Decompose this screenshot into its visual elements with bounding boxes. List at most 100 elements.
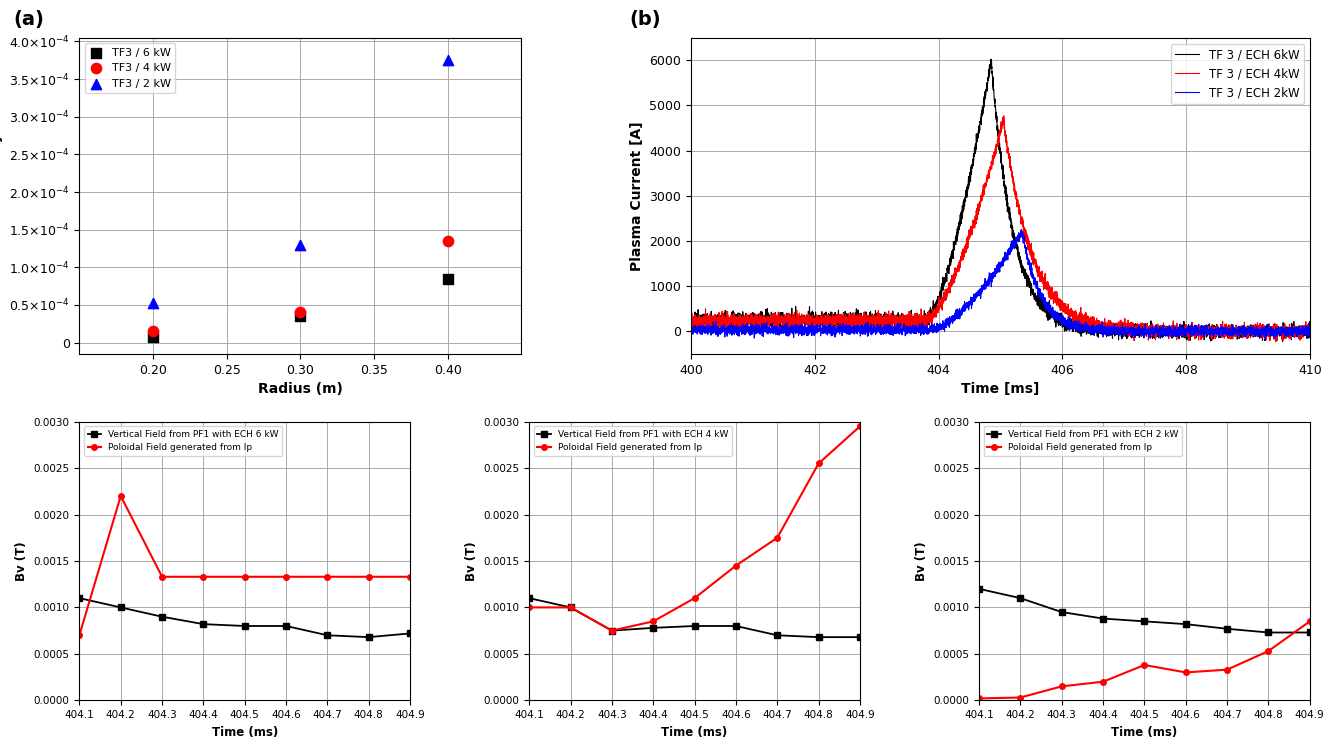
Vertical Field from PF1 with ECH 4 kW — [769, 631, 785, 640]
TF 3 / ECH 2kW — [1192, 328, 1208, 337]
Line: TF 3 / ECH 4kW: TF 3 / ECH 4kW — [691, 116, 1310, 341]
Poloidal Field generated from Ip — [971, 694, 987, 703]
Vertical Field from PF1 with ECH 6 kW — [319, 631, 335, 640]
TF3 / 4 kW — [437, 235, 458, 247]
X-axis label: Time (ms): Time (ms) — [1111, 726, 1177, 739]
Poloidal Field generated from Ip — [1053, 682, 1069, 691]
Legend: TF 3 / ECH 6kW, TF 3 / ECH 4kW, TF 3 / ECH 2kW: TF 3 / ECH 6kW, TF 3 / ECH 4kW, TF 3 / E… — [1171, 44, 1304, 104]
TF 3 / ECH 4kW — [1302, 330, 1318, 339]
Poloidal Field generated from Ip — [1136, 660, 1152, 669]
X-axis label: Time (ms): Time (ms) — [662, 726, 728, 739]
TF 3 / ECH 6kW — [1054, 317, 1070, 326]
TF3 / 6 kW — [290, 310, 311, 322]
TF 3 / ECH 6kW — [795, 311, 811, 320]
Poloidal Field generated from Ip — [196, 572, 212, 581]
X-axis label: Radius (m): Radius (m) — [258, 383, 343, 396]
Vertical Field from PF1 with ECH 4 kW — [728, 621, 744, 630]
Poloidal Field generated from Ip — [562, 603, 578, 612]
TF3 / 4 kW — [143, 325, 164, 337]
Legend: TF3 / 6 kW, TF3 / 4 kW, TF3 / 2 kW: TF3 / 6 kW, TF3 / 4 kW, TF3 / 2 kW — [85, 43, 175, 93]
Vertical Field from PF1 with ECH 6 kW — [196, 620, 212, 629]
Poloidal Field generated from Ip — [728, 561, 744, 570]
Poloidal Field generated from Ip — [687, 593, 703, 602]
TF3 / 6 kW — [143, 331, 164, 343]
TF 3 / ECH 2kW — [1054, 314, 1070, 323]
Vertical Field from PF1 with ECH 6 kW — [153, 612, 169, 621]
Vertical Field from PF1 with ECH 6 kW — [71, 593, 87, 602]
Poloidal Field generated from Ip — [361, 572, 377, 581]
Poloidal Field generated from Ip — [402, 572, 418, 581]
Vertical Field from PF1 with ECH 2 kW — [971, 584, 987, 593]
Poloidal Field generated from Ip — [112, 492, 128, 501]
Poloidal Field generated from Ip — [769, 533, 785, 542]
Line: Poloidal Field generated from Ip: Poloidal Field generated from Ip — [976, 618, 1312, 701]
Vertical Field from PF1 with ECH 4 kW — [562, 603, 578, 612]
Y-axis label: Bv (T): Bv (T) — [15, 541, 28, 581]
Vertical Field from PF1 with ECH 6 kW — [237, 621, 253, 630]
Vertical Field from PF1 with ECH 6 kW — [361, 633, 377, 642]
Line: Vertical Field from PF1 with ECH 4 kW: Vertical Field from PF1 with ECH 4 kW — [527, 596, 863, 640]
Vertical Field from PF1 with ECH 6 kW — [112, 603, 128, 612]
Poloidal Field generated from Ip — [1302, 617, 1318, 626]
TF 3 / ECH 4kW — [1054, 301, 1070, 310]
Poloidal Field generated from Ip — [1095, 677, 1111, 686]
TF 3 / ECH 6kW — [1274, 337, 1290, 346]
TF 3 / ECH 2kW — [683, 326, 699, 335]
TF3 / 6 kW — [437, 273, 458, 285]
TF 3 / ECH 6kW — [1086, 322, 1102, 331]
Line: Poloidal Field generated from Ip: Poloidal Field generated from Ip — [527, 423, 863, 633]
TF 3 / ECH 6kW — [1302, 330, 1318, 339]
Poloidal Field generated from Ip — [1218, 665, 1234, 674]
TF 3 / ECH 2kW — [1013, 225, 1029, 234]
TF 3 / ECH 4kW — [996, 111, 1012, 120]
TF 3 / ECH 6kW — [919, 309, 935, 319]
TF 3 / ECH 4kW — [1086, 319, 1102, 328]
Vertical Field from PF1 with ECH 4 kW — [811, 633, 827, 642]
Poloidal Field generated from Ip — [278, 572, 294, 581]
Legend: Vertical Field from PF1 with ECH 6 kW, Poloidal Field generated from Ip: Vertical Field from PF1 with ECH 6 kW, P… — [83, 426, 282, 456]
Line: TF 3 / ECH 2kW: TF 3 / ECH 2kW — [691, 230, 1310, 339]
Line: Vertical Field from PF1 with ECH 2 kW: Vertical Field from PF1 with ECH 2 kW — [976, 586, 1312, 636]
Vertical Field from PF1 with ECH 2 kW — [1053, 608, 1069, 617]
TF3 / 2 kW — [437, 54, 458, 66]
Poloidal Field generated from Ip — [646, 617, 662, 626]
Text: (b): (b) — [630, 10, 660, 29]
TF 3 / ECH 4kW — [1144, 328, 1160, 337]
TF3 / 4 kW — [290, 306, 311, 319]
Poloidal Field generated from Ip — [521, 603, 537, 612]
Legend: Vertical Field from PF1 with ECH 4 kW, Poloidal Field generated from Ip: Vertical Field from PF1 with ECH 4 kW, P… — [533, 426, 732, 456]
TF 3 / ECH 4kW — [795, 310, 811, 319]
Legend: Vertical Field from PF1 with ECH 2 kW, Poloidal Field generated from Ip: Vertical Field from PF1 with ECH 2 kW, P… — [983, 426, 1181, 456]
TF 3 / ECH 6kW — [683, 316, 699, 325]
Vertical Field from PF1 with ECH 4 kW — [521, 593, 537, 602]
Poloidal Field generated from Ip — [603, 626, 619, 636]
Poloidal Field generated from Ip — [811, 459, 827, 468]
TF 3 / ECH 2kW — [795, 325, 811, 334]
TF 3 / ECH 2kW — [1302, 328, 1318, 337]
Vertical Field from PF1 with ECH 2 kW — [1136, 617, 1152, 626]
Line: TF 3 / ECH 6kW: TF 3 / ECH 6kW — [691, 59, 1310, 341]
Poloidal Field generated from Ip — [237, 572, 253, 581]
Vertical Field from PF1 with ECH 2 kW — [1177, 620, 1193, 629]
Text: (a): (a) — [13, 10, 44, 29]
TF 3 / ECH 6kW — [1144, 329, 1160, 338]
Poloidal Field generated from Ip — [852, 422, 868, 431]
Poloidal Field generated from Ip — [71, 631, 87, 640]
TF 3 / ECH 2kW — [1267, 334, 1283, 343]
Vertical Field from PF1 with ECH 4 kW — [687, 621, 703, 630]
Poloidal Field generated from Ip — [1012, 693, 1028, 702]
Vertical Field from PF1 with ECH 6 kW — [278, 621, 294, 630]
Vertical Field from PF1 with ECH 4 kW — [852, 633, 868, 642]
X-axis label: Time [ms]: Time [ms] — [962, 383, 1040, 396]
TF 3 / ECH 4kW — [1267, 337, 1283, 346]
Vertical Field from PF1 with ECH 4 kW — [603, 626, 619, 636]
Line: Vertical Field from PF1 with ECH 6 kW: Vertical Field from PF1 with ECH 6 kW — [77, 596, 413, 640]
TF 3 / ECH 6kW — [983, 55, 999, 64]
TF 3 / ECH 4kW — [1192, 328, 1208, 337]
Y-axis label: Plasma Current [A]: Plasma Current [A] — [630, 121, 644, 270]
TF3 / 2 kW — [143, 297, 164, 309]
Vertical Field from PF1 with ECH 4 kW — [646, 623, 662, 633]
TF 3 / ECH 4kW — [683, 318, 699, 327]
TF 3 / ECH 2kW — [1144, 328, 1160, 337]
Y-axis label: Total Resistivity: Total Resistivity — [0, 133, 4, 258]
